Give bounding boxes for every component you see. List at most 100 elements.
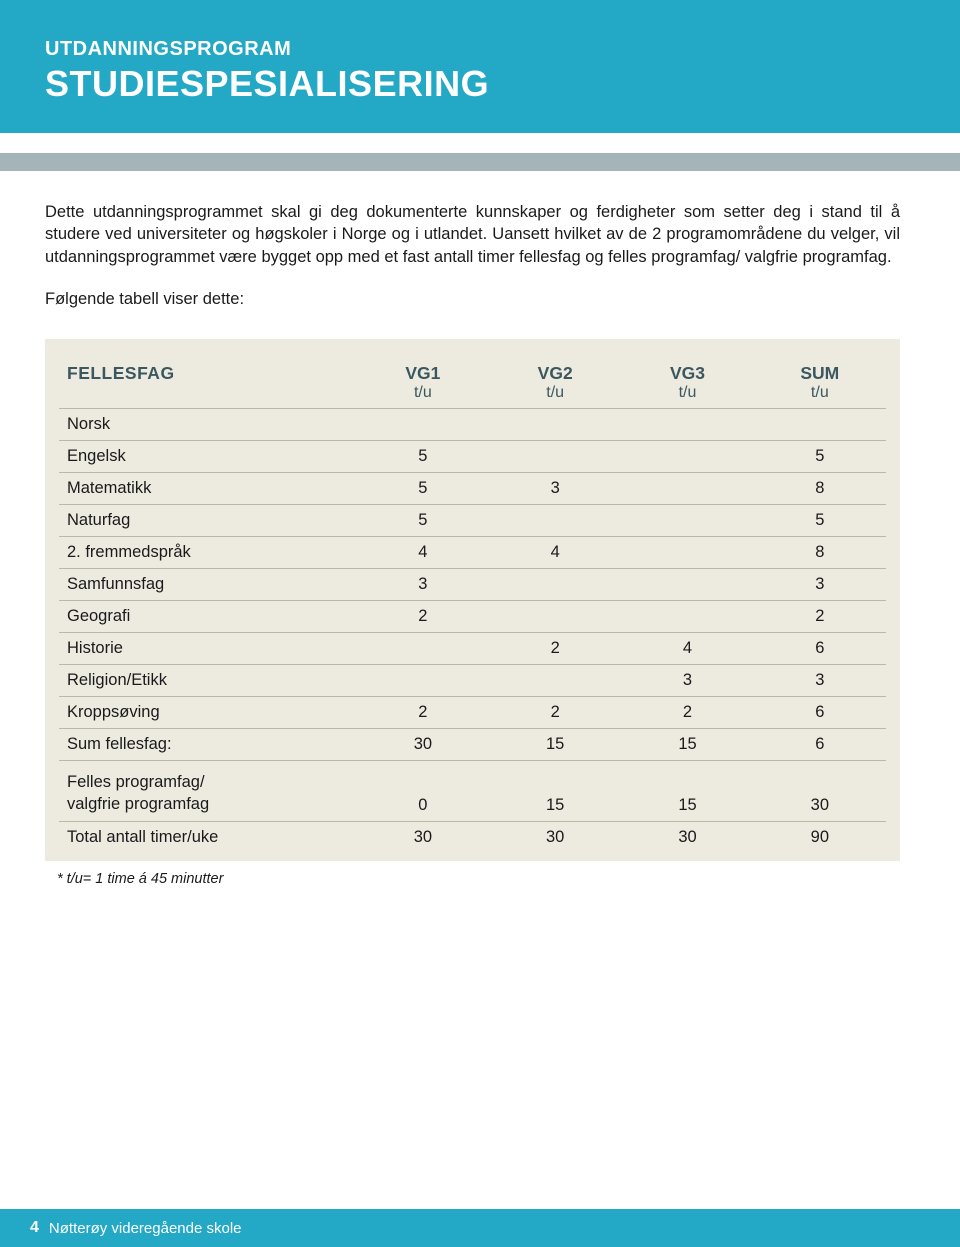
cell [357,664,489,696]
header-gap [0,133,960,153]
th-vg1-l1: VG1 [357,363,489,384]
cell: 6 [754,728,886,760]
cell: 2 [357,696,489,728]
th-sum-l1: SUM [754,363,886,384]
cell: 5 [754,504,886,536]
cell: 30 [357,728,489,760]
cell [357,632,489,664]
cell [489,408,621,440]
cell [489,600,621,632]
cell: 4 [489,536,621,568]
table-row: Kroppsøving2226 [59,696,886,728]
cell [357,408,489,440]
th-fellesfag-l1: FELLESFAG [67,363,357,384]
cell-name: Naturfag [59,504,357,536]
cell [754,408,886,440]
th-vg3-l1: VG3 [621,363,753,384]
th-vg2: VG2 t/u [489,357,621,409]
cell: 4 [357,536,489,568]
cell: 15 [621,760,753,822]
cell-name: 2. fremmedspråk [59,536,357,568]
cell: 3 [357,568,489,600]
table-footnote: * t/u= 1 time á 45 minutter [57,871,900,887]
table-body: Norsk Engelsk55Matematikk538Naturfag552.… [59,408,886,853]
cell: 2 [754,600,886,632]
table-row: Total antall timer/uke30303090 [59,822,886,854]
cell: 30 [489,822,621,854]
cell-name: Sum fellesfag: [59,728,357,760]
cell-name: Matematikk [59,472,357,504]
cell: 5 [357,472,489,504]
header-title: STUDIESPESIALISERING [45,63,915,105]
table-row: Naturfag55 [59,504,886,536]
cell: 3 [754,568,886,600]
cell: 2 [357,600,489,632]
footer-text: Nøtterøy videregående skole [49,1220,242,1237]
cell: 8 [754,536,886,568]
cell: 2 [621,696,753,728]
th-fellesfag: FELLESFAG [59,357,357,409]
th-vg1-l2: t/u [357,384,489,402]
fellesfag-table: FELLESFAG VG1 t/u VG2 t/u VG3 t/u [59,357,886,854]
cell-norsk: Norsk [59,408,357,440]
cell-name: Historie [59,632,357,664]
cell: 30 [357,822,489,854]
intro-paragraph: Dette utdanningsprogrammet skal gi deg d… [45,201,900,268]
page-footer: 4 Nøtterøy videregående skole [0,1209,960,1247]
table-row: Historie 246 [59,632,886,664]
table-row: Matematikk538 [59,472,886,504]
cell [621,504,753,536]
cell: 3 [754,664,886,696]
gray-bar [0,153,960,171]
table-row: Sum fellesfag:3015156 [59,728,886,760]
cell: 6 [754,632,886,664]
cell-name: Total antall timer/uke [59,822,357,854]
cell: 2 [489,632,621,664]
th-sum-l2: t/u [754,384,886,402]
th-vg3-l2: t/u [621,384,753,402]
cell: 5 [357,504,489,536]
cell: 15 [489,728,621,760]
table-row: Geografi22 [59,600,886,632]
cell: 15 [621,728,753,760]
cell: 4 [621,632,753,664]
cell: 15 [489,760,621,822]
table-header-row: FELLESFAG VG1 t/u VG2 t/u VG3 t/u [59,357,886,409]
cell [489,440,621,472]
cell: 30 [754,760,886,822]
cell: 6 [754,696,886,728]
cell: 3 [489,472,621,504]
cell [489,664,621,696]
cell-name: Geografi [59,600,357,632]
th-fellesfag-l2 [67,384,357,402]
cell [489,504,621,536]
th-vg3: VG3 t/u [621,357,753,409]
cell: 2 [489,696,621,728]
cell [621,536,753,568]
row-norsk: Norsk [59,408,886,440]
intro-text: Dette utdanningsprogrammet skal gi deg d… [45,201,900,268]
page-number: 4 [30,1219,39,1237]
cell-name: Kroppsøving [59,696,357,728]
cell: 90 [754,822,886,854]
table-container: FELLESFAG VG1 t/u VG2 t/u VG3 t/u [45,339,900,862]
cell [621,408,753,440]
cell [621,472,753,504]
cell [621,600,753,632]
cell: 3 [621,664,753,696]
header-subtitle: UTDANNINGSPROGRAM [45,38,915,61]
table-row: Samfunnsfag33 [59,568,886,600]
cell [621,440,753,472]
cell-name: Religion/Etikk [59,664,357,696]
cell-name: Samfunnsfag [59,568,357,600]
cell: 0 [357,760,489,822]
th-vg2-l2: t/u [489,384,621,402]
table-row: 2. fremmedspråk448 [59,536,886,568]
cell-name: Felles programfag/valgfrie programfag [59,760,357,822]
cell [621,568,753,600]
cell-name: Engelsk [59,440,357,472]
content: Dette utdanningsprogrammet skal gi deg d… [0,171,960,887]
cell [489,568,621,600]
table-row: Engelsk55 [59,440,886,472]
th-vg2-l1: VG2 [489,363,621,384]
